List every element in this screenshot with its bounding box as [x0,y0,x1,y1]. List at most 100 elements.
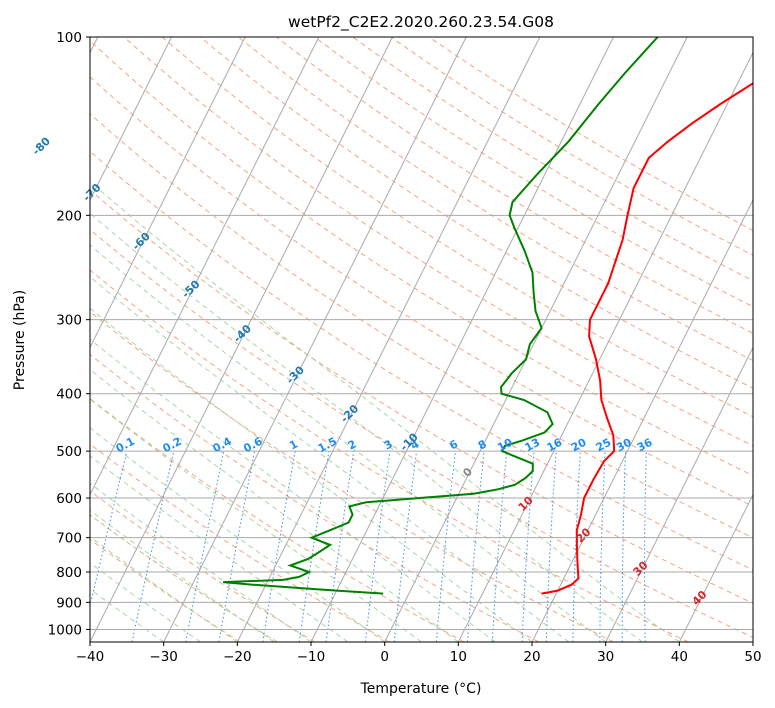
dry-adiabat-line [90,76,753,507]
y-tick-label: 600 [56,491,82,507]
moist-adiabat-line [90,276,570,642]
moist-adiabat-line [90,536,238,642]
dry-adiabat-label: 10 [516,494,536,514]
mixing-ratio-label: 30 [614,436,634,455]
mixing-ratio-line [491,451,508,642]
isotherm-line [605,346,753,642]
dry-adiabat-label: -30 [284,363,307,386]
isotherm-line [752,640,753,642]
dewpoint-line [223,37,659,595]
isotherm-line [90,37,393,642]
temperature-line [541,82,753,595]
grid-lines [90,37,753,642]
dry-adiabat-label: -20 [338,402,361,425]
y-tick-label: 800 [56,565,82,581]
dry-adiabat-label: 0 [460,465,475,480]
moist-adiabat-line [90,427,385,642]
x-tick-label: −30 [149,649,178,665]
x-tick-label: 30 [597,649,614,665]
y-axis-label: Pressure (hPa) [12,290,28,390]
mixing-ratio-label: 6 [447,437,460,452]
x-tick-label: −10 [297,649,326,665]
mixing-ratio-label: 16 [545,436,565,455]
dry-adiabat-line [90,189,753,604]
mixing-ratio-line [467,451,485,642]
dry-adiabat-line [199,37,753,389]
isotherm-line [310,37,614,642]
mixing-ratio-line [131,450,175,642]
dry-adiabat-line [90,269,689,642]
dry-adiabat-line [90,228,753,638]
dry-adiabat-line [90,538,241,642]
plot-frame [89,36,754,643]
dry-adiabat-line [90,397,465,642]
mixing-ratio-label: 0.1 [114,435,137,456]
y-tick-label: 400 [56,387,82,403]
dry-adiabat-label: 30 [631,558,651,578]
mixing-ratio-label: 8 [476,437,489,452]
mixing-ratio-line [644,451,647,642]
moist-adiabat-line [90,180,680,642]
x-axis-label: Temperature (°C) [360,681,482,697]
mixing-ratio-label: 1 [287,437,300,452]
mixing-ratio-line [218,451,256,642]
moist-adiabat-line [90,398,422,642]
x-tick-label: −20 [223,649,252,665]
mixing-ratio-line [621,451,627,642]
isotherm-line [384,37,688,642]
y-tick-label: 200 [56,208,82,224]
mixing-ratio-label: 0.6 [241,435,265,456]
mixing-ratio-label: 25 [594,436,614,455]
mixing-ratio-label: 0.4 [211,435,235,456]
moist-adiabat-line [90,562,201,642]
x-axis-ticks: −40 −30 −20 −10 0 10 20 30 40 50 [76,642,762,665]
mixing-ratio-line [393,451,418,642]
dry-adiabat-line [90,353,540,642]
mixing-ratio-line [262,451,296,642]
y-axis-ticks: 100 200 300 400 500 600 700 800 900 1000 [48,30,90,638]
isotherm-line [531,198,753,642]
mixing-ratio-line [298,451,330,642]
y-tick-label: 300 [56,313,82,329]
dry-adiabat-label: 40 [690,588,710,608]
isotherm-line [90,37,320,496]
y-tick-label: 100 [56,30,82,46]
mixing-ratio-label: 0.2 [161,435,184,456]
mixing-ratio-label: 36 [635,436,655,455]
mixing-ratio-line [435,451,456,642]
dry-adiabat-line [123,37,753,447]
dry-adiabat-line [90,150,753,571]
mixing-ratio-line [364,451,391,642]
dry-adiabat-label: -80 [30,134,53,157]
dry-adiabat-line [90,490,315,642]
dry-adiabat-line [314,37,753,308]
x-tick-label: 10 [450,649,467,665]
y-tick-label: 900 [56,595,82,611]
isotherm-line [457,51,753,642]
dry-adiabat-label: -50 [179,277,202,300]
moist-adiabat-line [90,368,459,642]
y-tick-label: 1000 [48,622,82,638]
x-tick-label: −40 [76,649,105,665]
dry-adiabat-line [390,37,753,256]
x-tick-label: 20 [523,649,540,665]
line-annotations: 0.10.20.40.611.52346810131620253036-100-… [0,90,710,608]
mixing-ratio-label: 10 [495,436,515,455]
mixing-ratio-label: 1.5 [316,435,339,456]
moist-adiabat-line [90,482,312,642]
moist-adiabat-line [90,455,349,642]
dry-adiabat-label: -40 [231,322,254,345]
x-tick-label: 0 [380,649,389,665]
mixing-ratio-label: 2 [346,437,359,452]
profile-lines [223,37,753,595]
moist-adiabat-line [90,244,606,642]
mixing-ratio-line [185,451,225,642]
moist-adiabat-line [90,212,643,642]
isotherm-line [90,37,246,349]
moist-adiabat-line [90,588,164,642]
chart-title: wetPf2_C2E2.2020.260.23.54.G08 [288,13,554,32]
mixing-ratio-line [325,451,355,642]
x-tick-label: 40 [671,649,688,665]
y-tick-label: 500 [56,444,82,460]
